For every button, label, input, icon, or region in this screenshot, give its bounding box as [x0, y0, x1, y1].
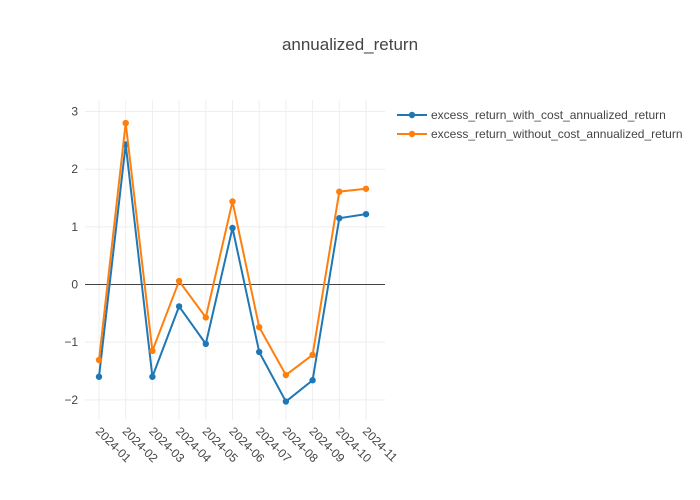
data-point[interactable]	[282, 371, 290, 379]
series-2	[95, 119, 370, 379]
y-tick-label: 0	[71, 278, 78, 292]
data-point[interactable]	[309, 351, 316, 359]
data-point[interactable]	[309, 377, 316, 384]
legend-label: excess_return_without_cost_annualized_re…	[431, 127, 683, 141]
y-tick-label: −2	[64, 393, 78, 407]
y-axis: −2 −1 0 1 2 3	[64, 105, 78, 407]
data-point[interactable]	[282, 398, 290, 405]
data-point[interactable]	[95, 373, 103, 380]
data-point[interactable]	[202, 314, 209, 321]
grid	[85, 100, 385, 420]
x-axis: 2024-012024-022024-032024-042024-052024-…	[93, 424, 401, 465]
data-point[interactable]	[336, 214, 343, 222]
data-point[interactable]	[256, 348, 263, 356]
series-1	[95, 141, 370, 405]
legend-swatch-marker	[408, 130, 416, 138]
legend-item[interactable]: excess_return_with_cost_annualized_retur…	[397, 108, 666, 122]
data-point[interactable]	[122, 119, 129, 127]
data-point[interactable]	[149, 373, 156, 380]
y-tick-label: −1	[64, 335, 78, 349]
data-point[interactable]	[95, 356, 103, 364]
legend-item[interactable]: excess_return_without_cost_annualized_re…	[397, 127, 683, 141]
data-point[interactable]	[149, 347, 156, 355]
legend-swatch-marker	[408, 111, 416, 119]
data-point[interactable]	[229, 224, 236, 232]
data-point[interactable]	[175, 277, 183, 285]
legend-label: excess_return_with_cost_annualized_retur…	[431, 108, 666, 122]
data-point[interactable]	[256, 323, 263, 331]
chart-title: annualized_return	[282, 35, 418, 54]
y-tick-label: 1	[71, 220, 78, 234]
y-tick-label: 3	[71, 105, 78, 119]
data-point[interactable]	[202, 340, 209, 348]
y-tick-label: 2	[71, 162, 78, 176]
data-point[interactable]	[175, 303, 183, 310]
plot-area	[95, 119, 370, 405]
legend: excess_return_with_cost_annualized_retur…	[397, 108, 683, 141]
data-point[interactable]	[362, 210, 370, 218]
data-point[interactable]	[336, 188, 343, 195]
data-point[interactable]	[362, 185, 370, 192]
data-point[interactable]	[229, 198, 236, 205]
